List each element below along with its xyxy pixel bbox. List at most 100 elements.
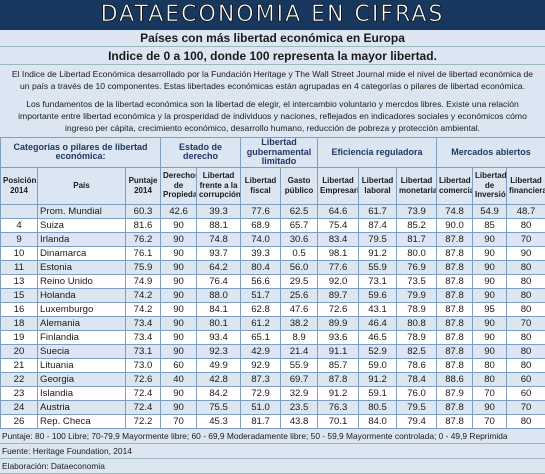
cell: 29.5	[281, 274, 318, 288]
cell: 90	[161, 274, 197, 288]
paragraph: El Indice de Libertad Económica desarrol…	[0, 65, 545, 95]
cell: 0.5	[281, 246, 318, 260]
cell: Reino Unido	[38, 274, 126, 288]
cell: 49.9	[197, 358, 241, 372]
cell: 90	[473, 232, 507, 246]
cell: 73.0	[126, 358, 161, 372]
cell: 78.9	[397, 330, 437, 344]
cell: 21.4	[281, 344, 318, 358]
cell: 56.0	[281, 260, 318, 274]
cell: 59.1	[359, 386, 397, 400]
cell: 11	[1, 260, 38, 274]
cell: 54.9	[473, 204, 507, 218]
cell: 91.2	[359, 372, 397, 386]
cell: 21	[1, 358, 38, 372]
cell: 90	[473, 400, 507, 414]
column-header: Posición 2014	[1, 167, 38, 204]
cell: 91.2	[318, 386, 359, 400]
cell: 40	[161, 372, 197, 386]
cell: 87.8	[437, 246, 473, 260]
cell: 74.2	[126, 302, 161, 316]
cell: 92.9	[241, 358, 281, 372]
footer: Puntaje: 80 - 100 Libre; 70-79,9 Mayorme…	[0, 429, 545, 474]
title: Países con más libertad económica en Eur…	[0, 30, 545, 47]
cell: 87.8	[318, 372, 359, 386]
cell: 90	[507, 246, 545, 260]
cell: 90	[161, 386, 197, 400]
group-header: Categorías o pilares de libertad económi…	[1, 138, 161, 168]
cell: 46.4	[359, 316, 397, 330]
cell: 26	[1, 414, 38, 428]
cell: 46.5	[359, 330, 397, 344]
cell: 90	[473, 274, 507, 288]
cell: 62.8	[241, 302, 281, 316]
cell: 80	[507, 344, 545, 358]
cell: 75.9	[126, 260, 161, 274]
cell: 72.6	[318, 302, 359, 316]
cell: 61.2	[241, 316, 281, 330]
cell: 62.5	[281, 204, 318, 218]
column-header: Libertad Empresarial	[318, 167, 359, 204]
cell: 65.7	[281, 218, 318, 232]
cell: 74.9	[126, 274, 161, 288]
cell: Alemania	[38, 316, 126, 330]
cell: 80	[507, 288, 545, 302]
column-header: Libertad laboral	[359, 167, 397, 204]
cell: 89.9	[318, 316, 359, 330]
cell: 43.1	[359, 302, 397, 316]
footer-line: Elaboración: Dataeconomia	[0, 459, 545, 474]
cell: 47.6	[281, 302, 318, 316]
cell: 60	[507, 386, 545, 400]
cell: 42.9	[241, 344, 281, 358]
cell: 73.4	[126, 316, 161, 330]
cell: 92.0	[318, 274, 359, 288]
column-header: País	[38, 167, 126, 204]
cell: 80	[473, 358, 507, 372]
subtitle: Indice de 0 a 100, donde 100 representa …	[0, 47, 545, 65]
group-row: Categorías o pilares de libertad económi…	[1, 138, 545, 168]
column-header: Libertad frente a la corrupción	[197, 167, 241, 204]
cell: 95	[473, 302, 507, 316]
footer-line: Puntaje: 80 - 100 Libre; 70-79,9 Mayorme…	[0, 429, 545, 444]
cell: 52.9	[359, 344, 397, 358]
cell: Suiza	[38, 218, 126, 232]
cell: 70	[507, 400, 545, 414]
group-header: Estado de derecho	[161, 138, 241, 168]
cell: 4	[1, 218, 38, 232]
cell: 78.9	[397, 302, 437, 316]
cell: 76.1	[126, 246, 161, 260]
cell: 78.6	[397, 358, 437, 372]
group-header: Mercados abiertos	[437, 138, 545, 168]
cell: 84.2	[197, 386, 241, 400]
cell: Suecia	[38, 344, 126, 358]
cell: 88.0	[197, 288, 241, 302]
cell: 76.4	[197, 274, 241, 288]
cell: 90	[473, 316, 507, 330]
cell: 90	[161, 218, 197, 232]
cell: Lituania	[38, 358, 126, 372]
cell	[1, 204, 38, 218]
group-header: Libertad gubernamental limitado	[241, 138, 318, 168]
cell: 20	[1, 344, 38, 358]
cell: 80	[507, 358, 545, 372]
cell: 90	[473, 246, 507, 260]
cell: 13	[1, 274, 38, 288]
cell: 87.8	[437, 288, 473, 302]
intro: El Indice de Libertad Económica desarrol…	[0, 65, 545, 137]
cell: 80	[473, 372, 507, 386]
cell: 19	[1, 330, 38, 344]
column-header: Libertad financiera	[507, 167, 545, 204]
cell: 90	[161, 344, 197, 358]
cell: 39.3	[241, 246, 281, 260]
cell: 48.7	[507, 204, 545, 218]
cell: Finlandia	[38, 330, 126, 344]
cell: 88.6	[437, 372, 473, 386]
cell: 76.0	[397, 386, 437, 400]
cell: 89.7	[318, 288, 359, 302]
